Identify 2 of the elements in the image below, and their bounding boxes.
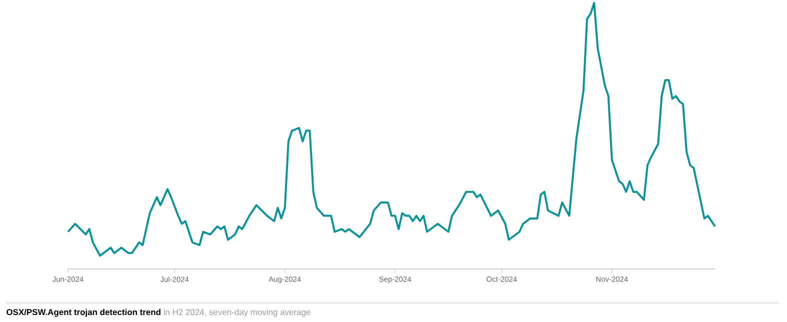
text: in H2 2024, seven-day moving average <box>164 308 310 317</box>
text: OSX/PSW.Agent trojan detection trend <box>6 308 160 317</box>
